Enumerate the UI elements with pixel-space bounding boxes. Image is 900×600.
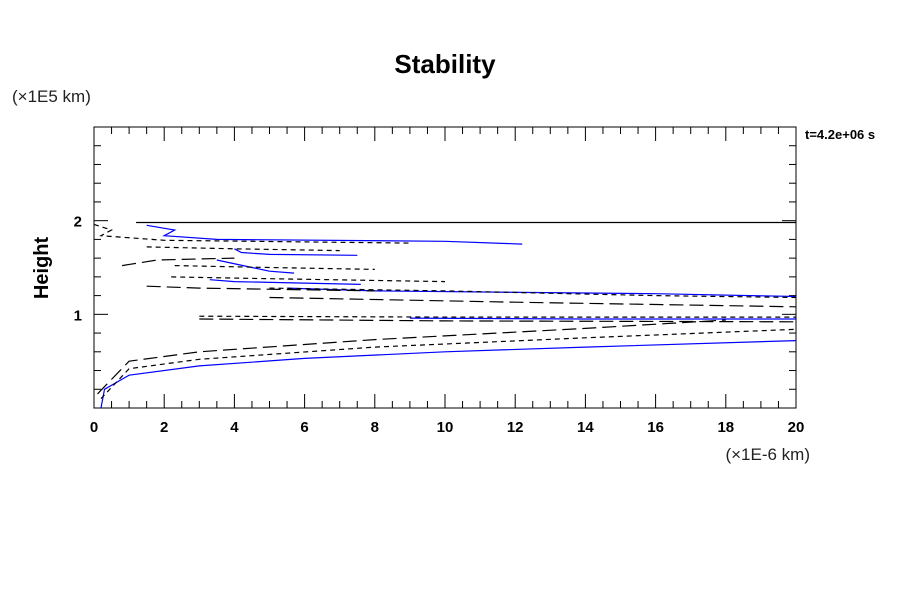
x-tick-label: 12: [507, 419, 524, 436]
x-tick-label: 6: [300, 419, 308, 436]
contour-line-18: [269, 296, 797, 308]
contour-line-2: [100, 328, 797, 400]
contour-line-14: [269, 287, 797, 299]
chart-title: Stability: [394, 49, 496, 79]
contour-line-10: [93, 223, 410, 244]
x-tick-label: 16: [647, 419, 664, 436]
y-axis-label: Height: [31, 237, 53, 300]
x-tick-label: 4: [230, 419, 239, 436]
contour-line-15: [199, 315, 796, 318]
contour-line-1: [100, 340, 797, 409]
contour-line-19: [199, 318, 797, 323]
contour-line-5: [234, 248, 358, 256]
y-unit-label: (×1E5 km): [12, 87, 91, 106]
x-tick-label: 18: [717, 419, 734, 436]
y-tick-label: 2: [74, 214, 82, 231]
contour-line-7: [209, 279, 361, 285]
contour-line-3: [97, 319, 726, 395]
contour-line-16: [122, 257, 235, 267]
x-unit-label: (×1E-6 km): [725, 445, 810, 464]
contour-line-17: [146, 285, 375, 292]
contour-line-4: [146, 224, 523, 245]
contour-line-6: [216, 259, 295, 274]
x-tick-label: 0: [90, 419, 98, 436]
contour-line-11: [146, 246, 340, 252]
y-tick-label: 1: [74, 307, 82, 324]
contour-line-12: [174, 265, 375, 270]
contour-line-9: [409, 317, 796, 320]
x-tick-label: 10: [437, 419, 454, 436]
x-tick-label: 2: [160, 419, 168, 436]
contour-line-13: [171, 276, 446, 283]
x-tick-label: 14: [577, 419, 594, 436]
time-annotation: t=4.2e+06 s: [805, 127, 875, 142]
x-tick-label: 20: [788, 419, 805, 436]
x-tick-label: 8: [371, 419, 379, 436]
